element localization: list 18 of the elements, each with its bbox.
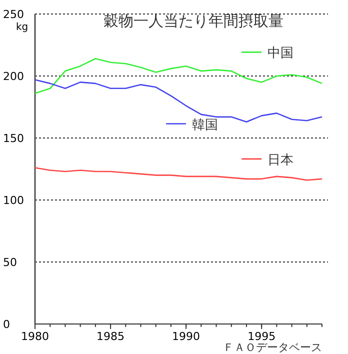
y-tick-label: 150 (3, 132, 24, 145)
legend-label: 中国 (268, 46, 294, 62)
x-tick-label: 1985 (96, 330, 125, 343)
y-tick-label: 200 (3, 70, 24, 83)
y-tick-label: 250 (3, 8, 24, 21)
y-axis-title: kg (16, 22, 28, 33)
y-tick-label: 50 (3, 256, 17, 269)
text: ＦＡＯデータベース (223, 341, 322, 354)
chart-title: 穀物一人当たり年間摂取量 (104, 12, 284, 30)
x-tick-label: 1990 (172, 330, 200, 343)
legend-label: 韓国 (192, 118, 218, 133)
legend-label: 日本 (268, 152, 294, 168)
line-series (34, 58, 323, 94)
line-series (34, 167, 323, 181)
x-tick-label: 1980 (21, 330, 49, 343)
y-tick-label: 100 (3, 194, 24, 207)
y-tick-label: 0 (3, 318, 10, 331)
x-tick-label: 1995 (248, 330, 276, 343)
